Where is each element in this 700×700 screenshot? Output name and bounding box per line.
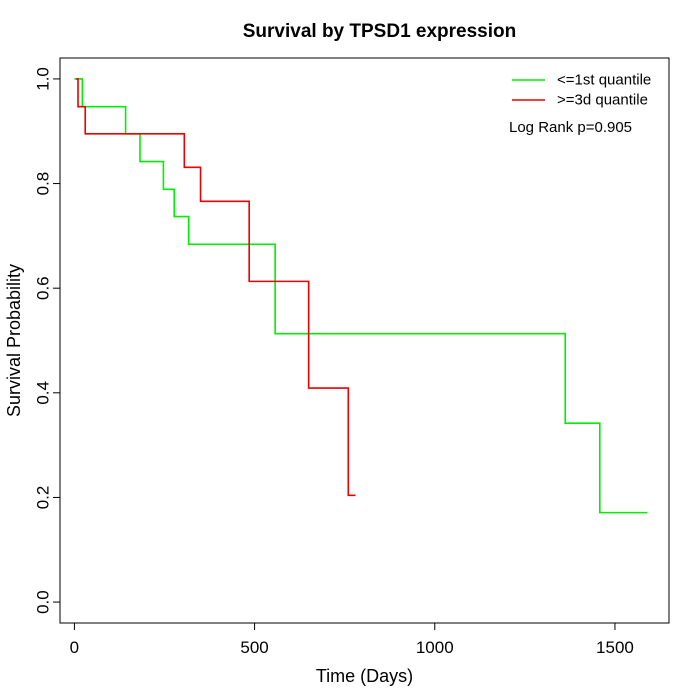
y-tick-label: 1.0 <box>34 67 53 91</box>
x-axis-label: Time (Days) <box>316 666 413 686</box>
log-rank-annotation: Log Rank p=0.905 <box>509 119 632 136</box>
legend-label: >=3d quantile <box>557 92 648 109</box>
y-tick-label: 0.0 <box>34 590 53 614</box>
x-tick-label: 0 <box>70 638 79 657</box>
series-layer <box>74 78 648 514</box>
y-tick-label: 0.4 <box>34 381 53 405</box>
legend: <=1st quantile >=3d quantile <box>512 72 651 109</box>
x-axis: 0 500 1000 1500 <box>70 622 634 657</box>
series-line-1 <box>76 78 356 497</box>
plot-frame <box>59 57 670 624</box>
y-axis: 0.0 0.2 0.4 0.6 0.8 1.0 <box>34 67 61 614</box>
legend-label: <=1st quantile <box>557 72 651 89</box>
y-tick-label: 0.6 <box>34 276 53 300</box>
y-tick-label: 0.8 <box>34 172 53 196</box>
y-axis-label: Survival Probability <box>4 264 24 417</box>
chart-title: Survival by TPSD1 expression <box>243 21 517 42</box>
x-tick-label: 1500 <box>596 638 634 657</box>
x-tick-label: 500 <box>240 638 268 657</box>
x-tick-label: 1000 <box>416 638 454 657</box>
y-tick-label: 0.2 <box>34 486 53 510</box>
series-line-0 <box>74 78 648 514</box>
